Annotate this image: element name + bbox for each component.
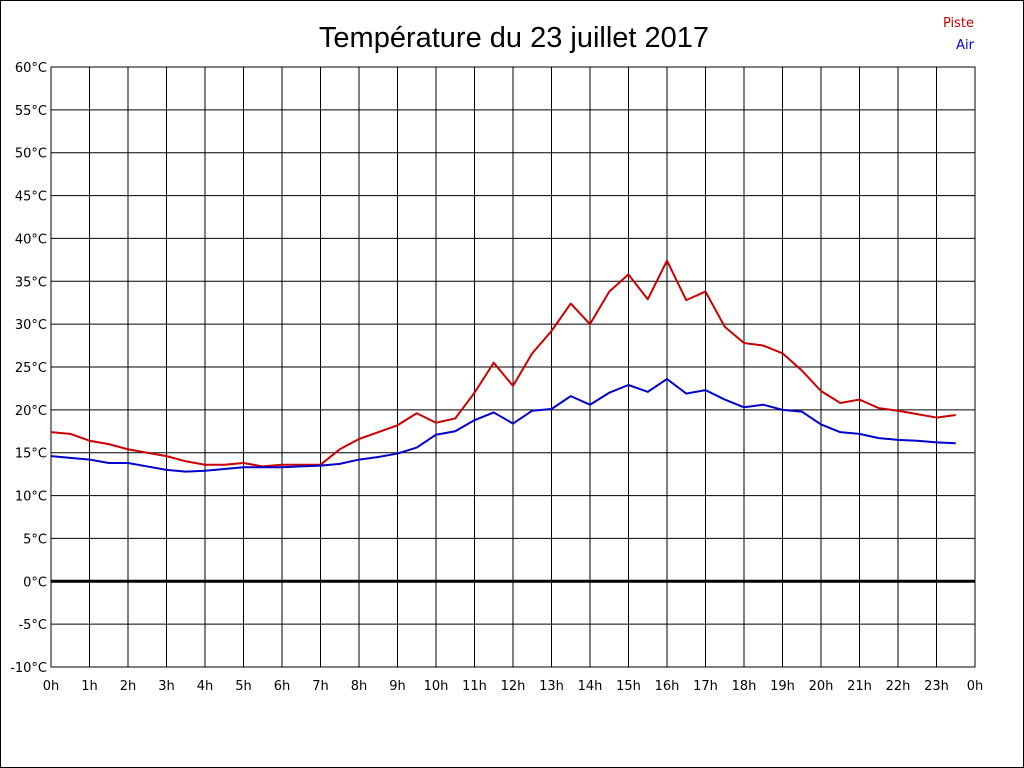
x-tick-label: 22h bbox=[886, 679, 911, 694]
series-lines bbox=[50, 259, 956, 473]
x-tick-label: 7h bbox=[312, 679, 329, 694]
y-tick-label: 0°C bbox=[23, 575, 47, 590]
series-line-piste bbox=[50, 259, 956, 468]
x-tick-label: 6h bbox=[274, 679, 291, 694]
x-tick-label: 5h bbox=[235, 679, 252, 694]
y-tick-label: -5°C bbox=[18, 618, 47, 633]
legend-entry-piste: Piste bbox=[943, 16, 974, 31]
y-tick-label: 60°C bbox=[15, 61, 47, 76]
x-tick-label: 15h bbox=[616, 679, 641, 694]
x-tick-label: 10h bbox=[424, 679, 449, 694]
x-tick-label: 17h bbox=[693, 679, 718, 694]
y-tick-label: 25°C bbox=[15, 361, 47, 376]
x-tick-label: 3h bbox=[158, 679, 175, 694]
x-tick-label: 16h bbox=[655, 679, 680, 694]
x-tick-label: 18h bbox=[732, 679, 757, 694]
legend: Piste Air bbox=[943, 16, 975, 53]
x-tick-label: 23h bbox=[924, 679, 949, 694]
x-axis-ticks: 0h 1h 2h 3h 4h 5h 6h 7h 8h 9h 10h 11h 12h 13h 14h 15h 16… bbox=[43, 679, 984, 694]
y-tick-label: 45°C bbox=[15, 190, 47, 205]
plot-frame bbox=[50, 66, 976, 668]
x-tick-label: 8h bbox=[351, 679, 368, 694]
y-tick-label: 15°C bbox=[15, 447, 47, 462]
y-tick-label: 35°C bbox=[15, 275, 47, 290]
x-tick-label: 19h bbox=[770, 679, 795, 694]
x-tick-label: 0h bbox=[967, 679, 984, 694]
x-tick-label: 13h bbox=[539, 679, 564, 694]
chart-title: Température du 23 juillet 2017 bbox=[319, 22, 709, 54]
y-tick-label: 5°C bbox=[23, 532, 47, 547]
y-tick-label: 20°C bbox=[15, 404, 47, 419]
y-tick-label: 40°C bbox=[15, 232, 47, 247]
x-tick-label: 1h bbox=[81, 679, 98, 694]
x-tick-label: 14h bbox=[578, 679, 603, 694]
x-tick-label: 11h bbox=[462, 679, 487, 694]
y-axis-ticks: -10°C -5°C 0°C 5°C 10°C 15°C 20°C 25°C 30°C 35°C 4… bbox=[10, 61, 47, 676]
x-tick-label: 21h bbox=[847, 679, 872, 694]
y-tick-label: 55°C bbox=[15, 104, 47, 119]
series-line-air bbox=[50, 378, 956, 473]
x-tick-label: 0h bbox=[43, 679, 60, 694]
y-tick-label: 10°C bbox=[15, 490, 47, 505]
x-tick-label: 20h bbox=[809, 679, 834, 694]
y-tick-label: 50°C bbox=[15, 147, 47, 162]
y-tick-label: -10°C bbox=[10, 661, 47, 676]
x-tick-label: 2h bbox=[120, 679, 137, 694]
y-tick-label: 30°C bbox=[15, 318, 47, 333]
x-tick-label: 4h bbox=[197, 679, 214, 694]
x-tick-label: 9h bbox=[389, 679, 406, 694]
grid bbox=[50, 66, 976, 668]
x-tick-label: 12h bbox=[501, 679, 526, 694]
legend-entry-air: Air bbox=[956, 38, 975, 53]
